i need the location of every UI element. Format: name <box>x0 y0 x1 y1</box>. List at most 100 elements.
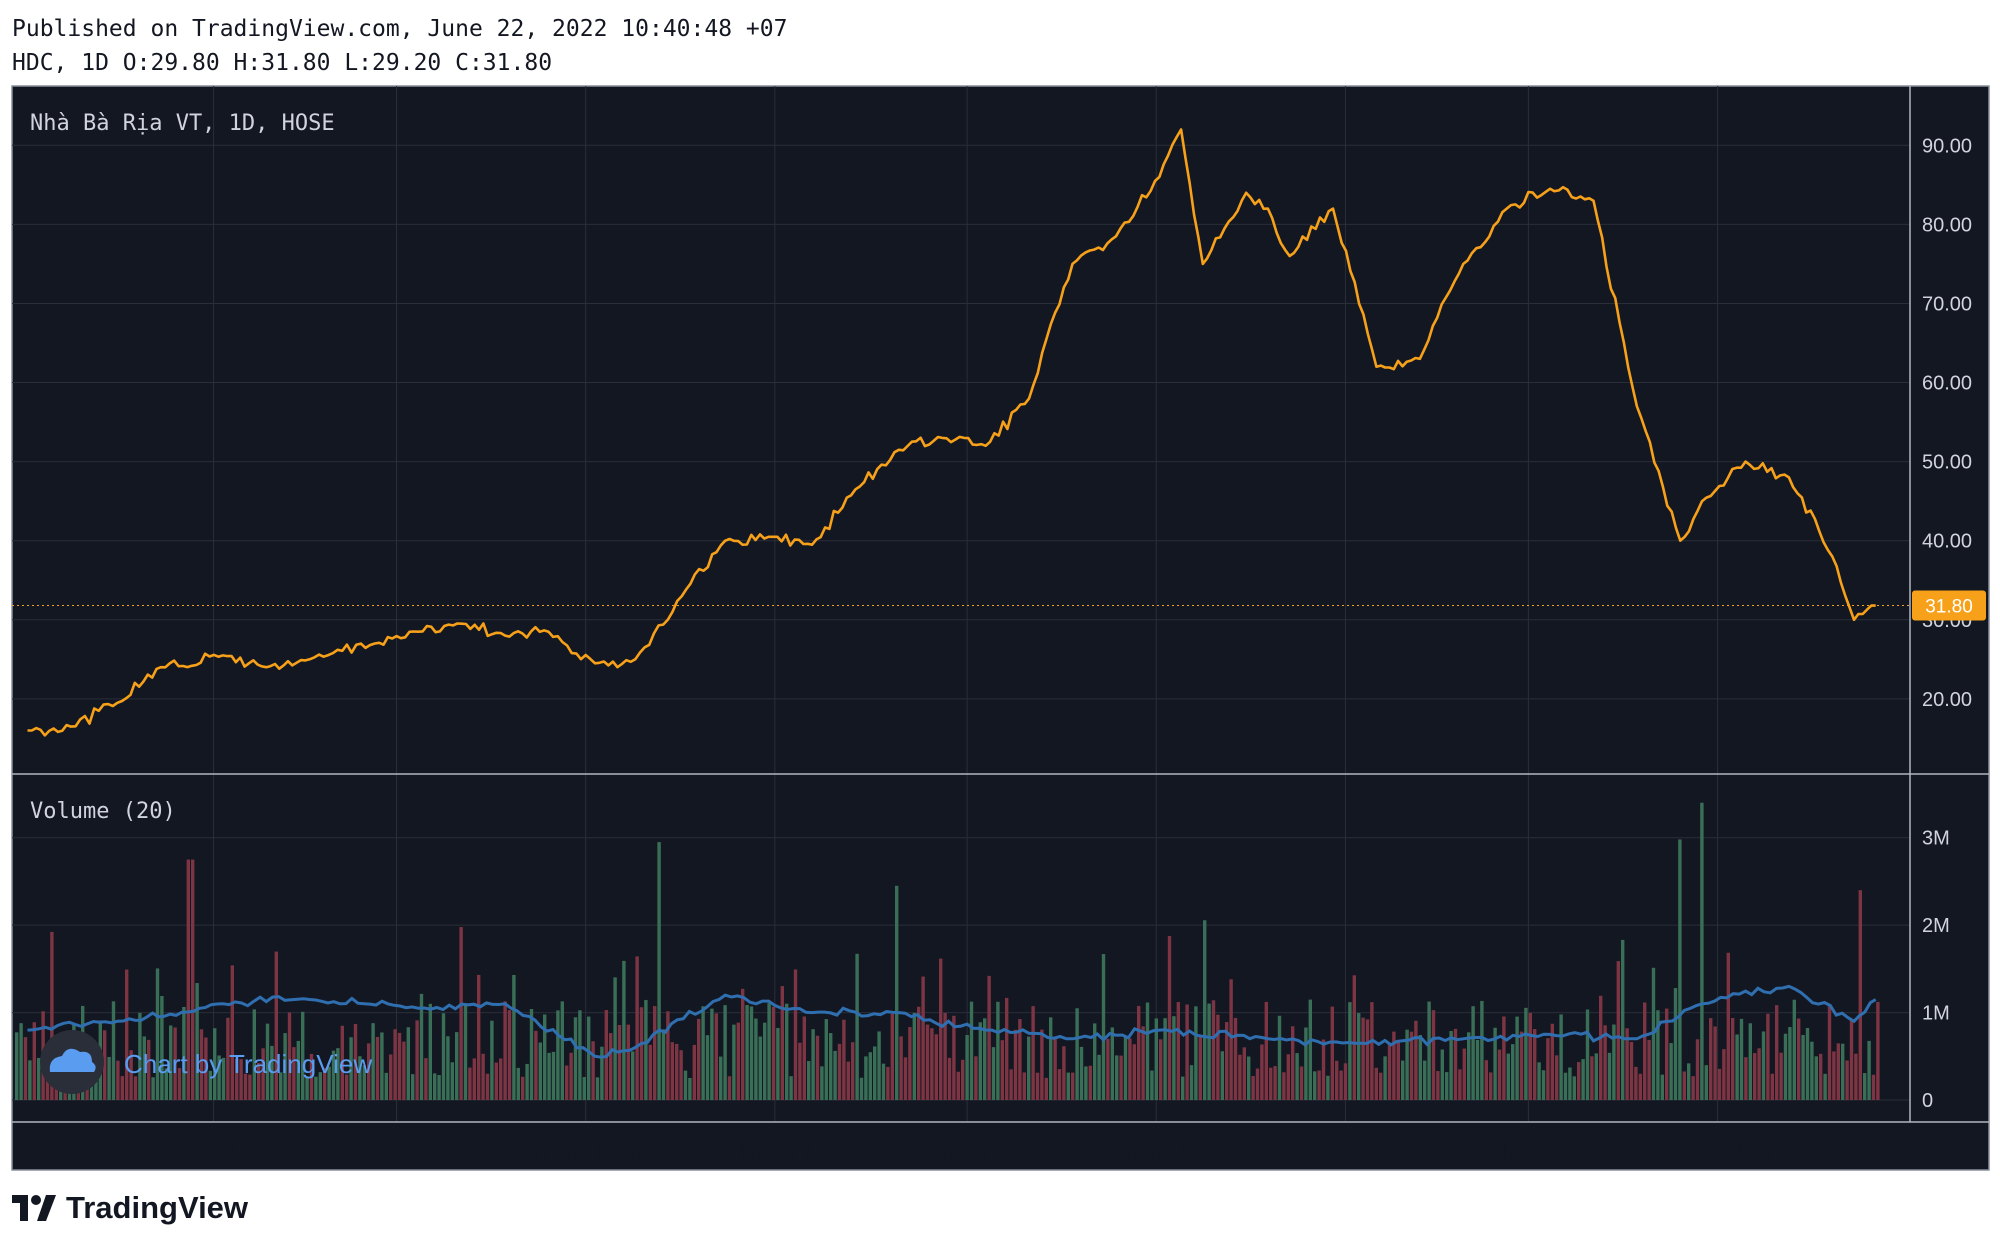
volume-bar <box>1326 1075 1330 1100</box>
volume-bar <box>279 1072 283 1100</box>
volume-bar <box>1084 1066 1088 1100</box>
volume-bar <box>1009 1069 1013 1100</box>
volume-bar <box>1414 1020 1418 1100</box>
volume-bar <box>1216 1014 1220 1100</box>
volume-bar <box>560 1001 564 1100</box>
volume-bar <box>815 1035 820 1100</box>
volume-bar <box>1445 1072 1449 1100</box>
volume-bar <box>1867 1040 1871 1100</box>
volume-bar <box>1145 1002 1150 1100</box>
volume-bar <box>375 1036 380 1100</box>
volume-bar <box>424 1058 428 1100</box>
volume-bar <box>1638 1073 1642 1100</box>
volume-bar <box>587 1016 591 1100</box>
volume-bar <box>873 1046 877 1100</box>
volume-bar <box>1568 1067 1572 1100</box>
volume-bar <box>1739 1018 1744 1100</box>
volume-bar <box>1471 1006 1475 1100</box>
volume-bar <box>829 1033 833 1100</box>
volume-bar <box>138 1012 142 1100</box>
volume-bar <box>1537 1062 1541 1100</box>
volume-bar <box>622 960 626 1100</box>
volume-bar <box>714 1013 718 1100</box>
volume-bar <box>1497 1049 1502 1100</box>
volume-bar <box>1577 1062 1581 1100</box>
time-tick-label: Tháng 3 <box>1490 1140 1567 1163</box>
volume-axis[interactable]: 0 1M 2M 3M <box>1922 828 1950 1112</box>
volume-bar <box>644 999 648 1100</box>
volume-bar <box>1071 1072 1075 1100</box>
volume-bar <box>1251 1075 1255 1100</box>
volume-bar <box>1797 1018 1801 1100</box>
volume-bar <box>1374 1067 1378 1100</box>
volume-bar <box>450 1062 454 1100</box>
volume-bar <box>736 1022 740 1100</box>
volume-bar <box>1361 1017 1365 1100</box>
volume-bar <box>1563 1072 1568 1100</box>
volume-bar <box>261 1048 265 1100</box>
volume-bar <box>749 1006 754 1100</box>
volume-bar <box>411 1074 415 1100</box>
volume-bar <box>389 1054 393 1100</box>
volume-bar <box>1643 1002 1647 1100</box>
volume-bar <box>362 1065 366 1100</box>
volume-bar <box>151 1077 155 1100</box>
volume-bar <box>776 1027 780 1100</box>
volume-bar <box>692 1044 696 1100</box>
volume-bar <box>1005 997 1009 1100</box>
volume-bar <box>397 1032 402 1100</box>
volume-bar <box>1291 1026 1295 1100</box>
volume-bar <box>639 1007 644 1100</box>
volume-bar <box>529 1009 534 1100</box>
volume-bar <box>1392 1031 1396 1100</box>
volume-bar <box>1088 1065 1092 1100</box>
time-axis[interactable]: 2021 Tháng 3 Tháng Năm Tháng 7 Tháng 9 Tháng … <box>190 1140 1772 1163</box>
volume-bar <box>1475 1039 1480 1100</box>
volume-bar <box>1203 920 1207 1100</box>
volume-bar <box>1405 1029 1409 1100</box>
tradingview-watermark[interactable]: Chart by TradingView <box>40 1030 372 1094</box>
volume-bar <box>1194 1006 1198 1100</box>
volume-bar <box>789 1076 793 1100</box>
volume-bar <box>305 1076 309 1100</box>
volume-bar <box>763 1022 767 1100</box>
volume-bar <box>961 1059 965 1100</box>
volume-bar <box>675 1043 679 1100</box>
volume-bar <box>1286 1054 1290 1100</box>
volume-bar <box>1277 1015 1282 1100</box>
volume-bar <box>591 1041 595 1100</box>
volume-bar <box>661 1029 666 1100</box>
volume-bar <box>1506 1053 1510 1100</box>
volume-bar <box>1841 1043 1845 1100</box>
volume-bar <box>103 1030 107 1100</box>
volume-bar <box>824 1019 828 1100</box>
volume-bar <box>208 1070 212 1100</box>
volume-bar <box>433 1073 437 1100</box>
volume-bar <box>1550 1023 1554 1100</box>
volume-bar <box>1766 1013 1770 1100</box>
volume-bar <box>1141 1026 1145 1100</box>
volume-bar <box>991 1047 996 1100</box>
volume-bar <box>578 1010 582 1100</box>
volume-bar <box>1783 1033 1788 1100</box>
time-tick-label: Tháng Năm <box>531 1140 641 1163</box>
volume-bar <box>1845 1060 1849 1100</box>
volume-bar <box>1871 1074 1876 1100</box>
volume-bar <box>1673 988 1678 1100</box>
tradingview-logo-icon <box>12 1195 56 1221</box>
volume-bar <box>1022 1072 1026 1100</box>
volume-tick-label: 0 <box>1922 1090 1933 1112</box>
volume-bar <box>569 1052 573 1100</box>
volume-bar <box>243 1073 248 1100</box>
volume-bar <box>345 1074 349 1100</box>
last-price-label: 31.80 <box>1925 597 1973 618</box>
volume-bar <box>1788 1027 1792 1100</box>
volume-bar <box>648 1044 652 1100</box>
volume-bar <box>116 1060 120 1100</box>
volume-bar <box>780 986 784 1100</box>
volume-bar <box>1585 1009 1590 1100</box>
volume-bar <box>455 1032 459 1100</box>
volume-bar <box>265 1023 270 1100</box>
volume-bar <box>1717 1068 1722 1100</box>
